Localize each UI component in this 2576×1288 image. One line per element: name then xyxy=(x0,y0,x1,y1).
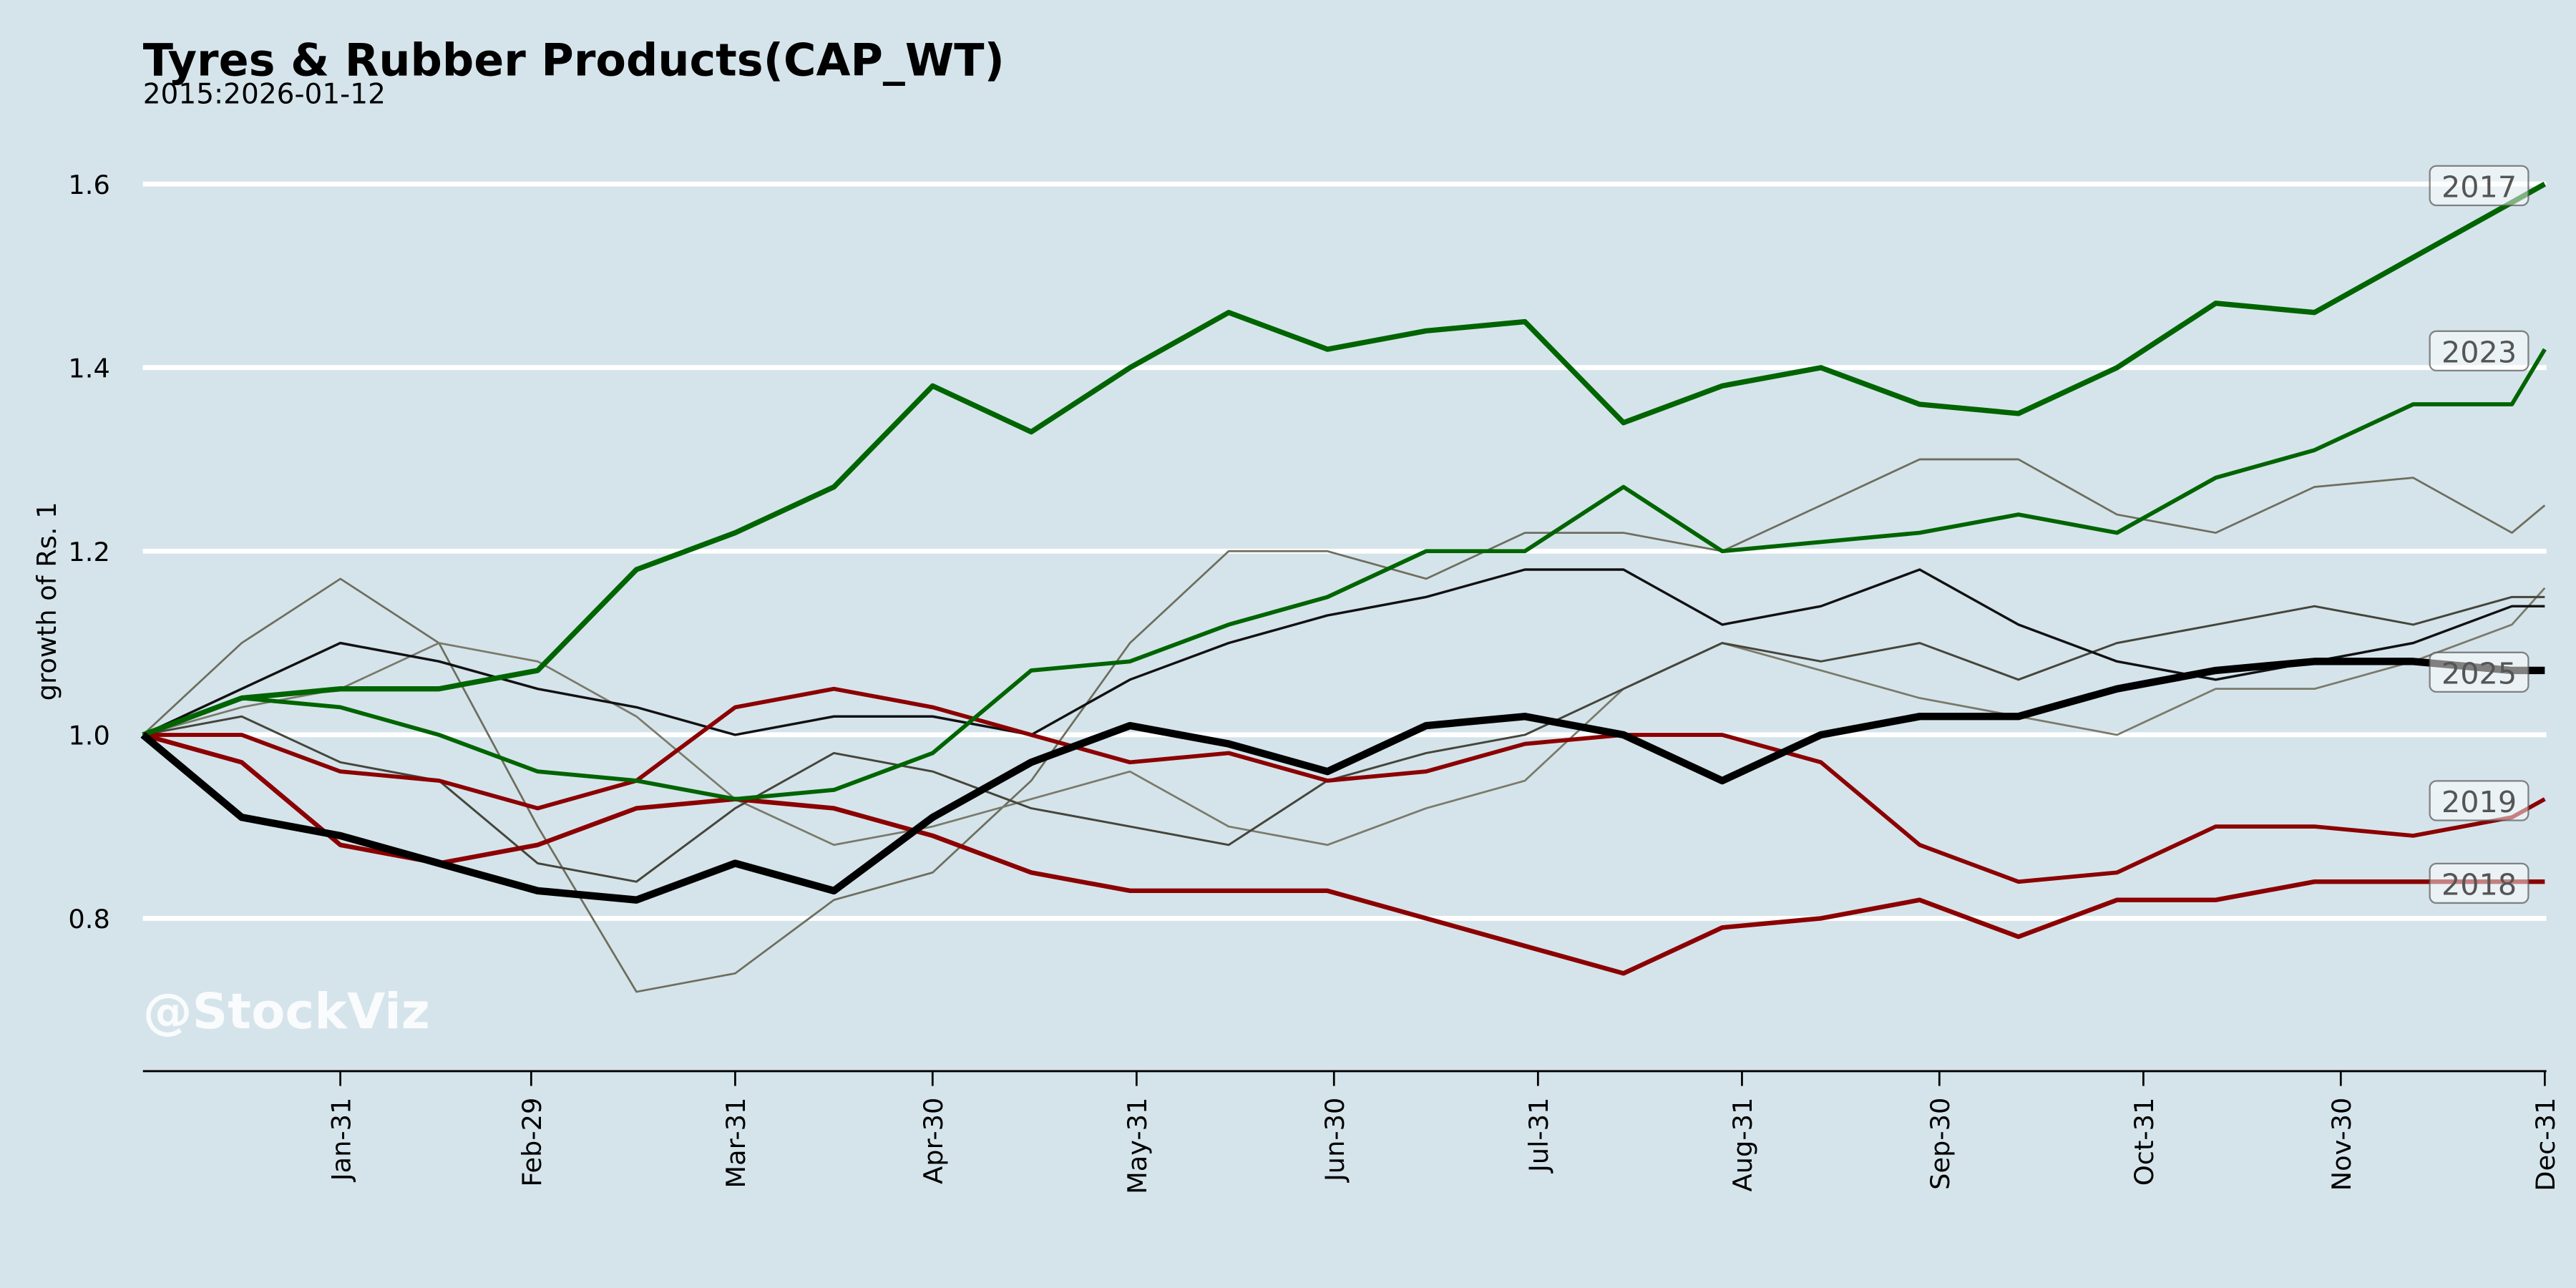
x-tick-label: May-31 xyxy=(1122,1098,1153,1194)
y-tick-label: 0.8 xyxy=(68,904,109,935)
x-tick-label: Jul-31 xyxy=(1523,1098,1554,1174)
series-line-2019 xyxy=(142,686,2546,884)
series-line-2025 xyxy=(140,658,2545,904)
x-tick-label: Mar-31 xyxy=(721,1098,751,1189)
label-box xyxy=(2429,330,2529,372)
series-label-2017: 2017 xyxy=(2429,165,2529,207)
chart-title: Tyres & Rubber Products(CAP_WT) xyxy=(143,34,1005,87)
label-text: 2019 xyxy=(2441,785,2517,819)
label-text: 2017 xyxy=(2441,170,2517,205)
series-label-2019: 2019 xyxy=(2429,780,2529,821)
label-box xyxy=(2429,862,2529,904)
watermark: @StockViz xyxy=(143,983,430,1040)
series-line-2023 xyxy=(142,348,2547,801)
series-lines xyxy=(140,181,2547,993)
x-tick-label: Feb-29 xyxy=(517,1098,547,1187)
series-line-a xyxy=(142,458,2546,993)
label-box xyxy=(2429,651,2529,693)
x-tick-label: Oct-31 xyxy=(2129,1098,2160,1186)
label-box xyxy=(2429,165,2529,207)
x-tick-label: Nov-30 xyxy=(2326,1098,2357,1191)
y-tick-label: 1.0 xyxy=(68,721,109,751)
x-tick-label: Sep-30 xyxy=(1925,1098,1956,1190)
grid-lines xyxy=(142,181,2547,921)
x-tick-label: Jan-31 xyxy=(326,1098,356,1183)
series-line-2018 xyxy=(142,732,2545,976)
series-label-2018: 2018 xyxy=(2429,862,2529,904)
x-tick-label: Aug-31 xyxy=(1727,1098,1758,1192)
chart-subtitle: 2015:2026-01-12 xyxy=(143,79,386,111)
series-label-2023: 2023 xyxy=(2429,330,2529,372)
y-tick-label: 1.2 xyxy=(68,537,109,567)
series-line-b xyxy=(142,568,2545,736)
label-text: 2023 xyxy=(2441,335,2517,369)
y-axis-label: growth of Rs. 1 xyxy=(31,502,62,701)
x-tick-label: Apr-30 xyxy=(918,1098,949,1184)
label-text: 2018 xyxy=(2441,867,2517,902)
label-text: 2025 xyxy=(2441,656,2517,691)
x-tick-label: Dec-31 xyxy=(2530,1098,2561,1191)
series-line-c xyxy=(142,587,2546,847)
x-tick-label: Jun-30 xyxy=(1319,1098,1350,1183)
series-label-2025: 2025 xyxy=(2429,651,2529,693)
label-box xyxy=(2429,780,2529,821)
y-ticks: 0.8 1.0 1.2 1.4 1.6 xyxy=(68,170,109,935)
x-ticks: Jan-31 Feb-29 Mar-31 Apr-30 May-31 Jun-30 Jul-… xyxy=(326,1070,2561,1194)
y-tick-label: 1.4 xyxy=(68,353,109,384)
y-tick-label: 1.6 xyxy=(68,170,109,200)
series-labels: 2018 2019 2023 2017 2025 xyxy=(2429,165,2529,904)
series-line-2017 xyxy=(142,181,2547,738)
series-line-d xyxy=(142,595,2545,883)
